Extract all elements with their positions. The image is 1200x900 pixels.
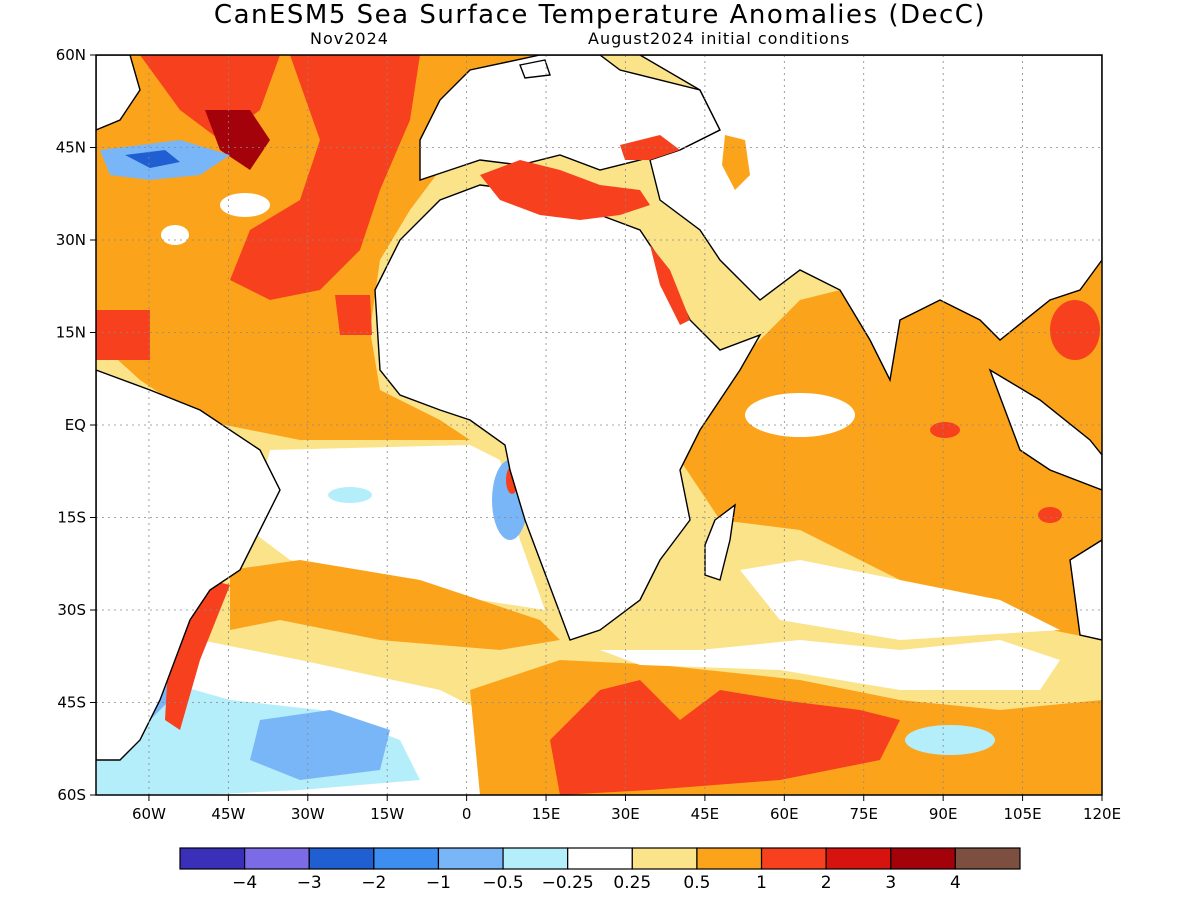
colorbar-swatch	[760, 847, 827, 870]
lon-tick-label: 60W	[132, 805, 166, 823]
lat-tick-label: 30S	[57, 601, 86, 619]
lat-tick-label: 60N	[56, 46, 86, 64]
field-indian-white	[740, 560, 1060, 640]
colorbar-label: 0.5	[683, 873, 710, 893]
lon-tick-label: 75E	[849, 805, 878, 823]
colorbar-label: 4	[950, 873, 961, 893]
colorbar-swatch	[631, 847, 698, 870]
land	[96, 55, 1102, 761]
colorbar: −4 −3 −2 −1 −0.5 −0.25 0.25 0.5 1 2 3 4	[179, 847, 1021, 893]
colorbar-label: 1	[756, 873, 767, 893]
field-natl-white	[220, 193, 270, 217]
lon-tick-label: 120E	[1083, 805, 1121, 823]
lat-tick-label: 15N	[56, 324, 86, 342]
lon-tick-label: 15W	[370, 805, 404, 823]
lon-tick-label: 45E	[691, 805, 720, 823]
red-sea-warm	[650, 245, 690, 325]
iceland-land	[519, 59, 551, 79]
field-canary-red	[335, 295, 372, 335]
lon-tick-label: 30E	[611, 805, 640, 823]
madagascar-land	[704, 503, 736, 581]
axis-ticks: 60N 45N 30N 15N EQ 15S 30S 45S 60S 60W 45W 30W 15W 0 1…	[56, 46, 1121, 823]
colorbar-label: 0.25	[613, 873, 651, 893]
indonesia-land	[988, 368, 1102, 491]
lat-tick-label: 30N	[56, 231, 86, 249]
lon-tick-label: 90E	[929, 805, 958, 823]
forecast-month: Nov2024	[310, 29, 389, 48]
colorbar-label: −1	[426, 873, 451, 893]
colorbar-label: 3	[885, 873, 896, 893]
colorbar-label: −2	[361, 873, 386, 893]
lon-tick-label: 0	[462, 805, 472, 823]
colorbar-swatch	[954, 847, 1021, 870]
field-trop-atl-ltblue	[328, 487, 372, 503]
field-wa-red	[1038, 507, 1062, 523]
colorbar-swatch	[244, 847, 310, 870]
caspian-warm	[722, 135, 750, 190]
field-satl-orange	[230, 560, 560, 650]
colorbar-label: −0.5	[482, 873, 523, 893]
initial-conditions: August2024 initial conditions	[588, 29, 851, 48]
colorbar-label: −3	[297, 873, 322, 893]
colorbar-label: −0.25	[542, 873, 594, 893]
colorbar-swatch	[502, 847, 569, 870]
field-so-white	[600, 640, 1060, 690]
lat-tick-label: 60S	[57, 786, 86, 804]
lat-tick-label: 45N	[56, 139, 86, 157]
colorbar-label: −4	[232, 873, 257, 893]
lon-tick-label: 30W	[291, 805, 325, 823]
mediterranean-warm	[480, 160, 650, 220]
lon-tick-label: 15E	[532, 805, 561, 823]
colorbar-swatch	[437, 847, 504, 870]
colorbar-label: 2	[821, 873, 832, 893]
lon-tick-label: 45W	[211, 805, 245, 823]
north-america-land	[96, 55, 141, 131]
field-trop-atl-white	[250, 445, 545, 610]
field-nwatl-cold-core	[125, 150, 180, 168]
field-so-red	[550, 680, 900, 795]
colorbar-swatch	[696, 847, 763, 870]
field-natl-darkred	[205, 110, 270, 170]
field-natl-white-2	[161, 225, 189, 245]
field-carib-red	[96, 310, 150, 360]
lat-tick-label: EQ	[65, 416, 86, 434]
field-indian-white-eq	[745, 393, 855, 437]
colorbar-swatch	[567, 847, 633, 870]
map-title: CanESM5 Sea Surface Temperature Anomalie…	[213, 0, 987, 30]
field-satl-blue	[250, 710, 390, 780]
lat-tick-label: 15S	[57, 509, 86, 527]
field-so-ltblue	[905, 725, 995, 755]
lon-tick-label: 105E	[1004, 805, 1042, 823]
inland-seas	[480, 135, 750, 325]
field-scs-red	[1050, 300, 1100, 360]
colorbar-swatch	[825, 847, 892, 870]
field-indian-orange	[680, 260, 1102, 640]
field-indian-red-eq	[930, 422, 960, 438]
field-natl-red	[230, 55, 420, 300]
colorbar-swatch	[890, 847, 956, 870]
colorbar-swatch	[179, 847, 246, 870]
lon-tick-label: 60E	[770, 805, 799, 823]
lat-tick-label: 45S	[57, 694, 86, 712]
black-sea-warm	[620, 135, 680, 160]
australia-land	[1069, 539, 1102, 641]
colorbar-swatch	[373, 847, 440, 870]
colorbar-swatch	[308, 847, 375, 870]
south-america-land	[96, 369, 281, 761]
